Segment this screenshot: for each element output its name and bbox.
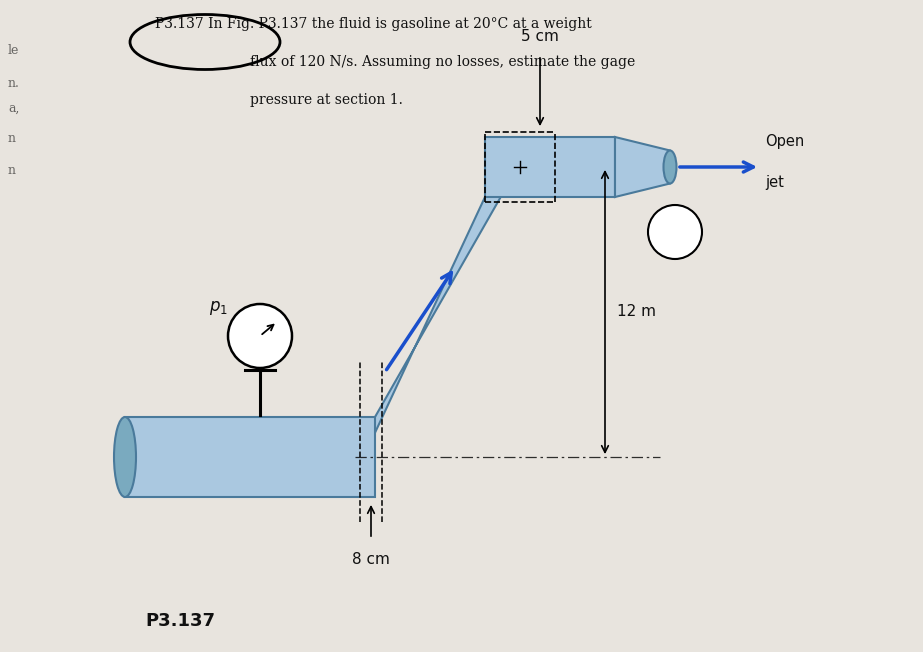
Ellipse shape: [114, 417, 136, 497]
Text: $p_1$: $p_1$: [209, 299, 227, 317]
Ellipse shape: [664, 151, 677, 183]
Bar: [125, 417, 375, 497]
Text: a,: a,: [8, 102, 19, 115]
Text: Open: Open: [765, 134, 804, 149]
Text: P3.137: P3.137: [145, 612, 215, 630]
Text: P3.137 In Fig. P3.137 the fluid is gasoline at 20°C at a weight: P3.137 In Fig. P3.137 the fluid is gasol…: [155, 17, 592, 31]
Text: le: le: [8, 44, 19, 57]
Text: 2: 2: [669, 224, 680, 239]
Text: n.: n.: [8, 77, 20, 90]
Text: jet: jet: [765, 175, 784, 190]
Circle shape: [228, 304, 292, 368]
Polygon shape: [345, 137, 535, 497]
Circle shape: [648, 205, 702, 259]
Polygon shape: [615, 137, 670, 197]
Text: flux of 120 N/s. Assuming no losses, estimate the gage: flux of 120 N/s. Assuming no losses, est…: [250, 55, 635, 69]
Text: n: n: [8, 164, 16, 177]
Text: n: n: [8, 132, 16, 145]
Text: 8 cm: 8 cm: [352, 552, 390, 567]
Text: pressure at section 1.: pressure at section 1.: [250, 93, 402, 107]
Text: 5 cm: 5 cm: [521, 29, 559, 44]
Bar: [485, 137, 615, 197]
Text: 12 m: 12 m: [617, 304, 656, 319]
